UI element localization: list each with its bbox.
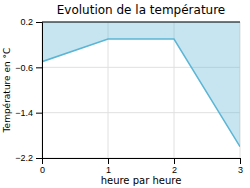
tick-label: 2 [172, 165, 177, 175]
line [42, 39, 240, 147]
tick-mark [174, 158, 175, 164]
tick-label: 0.2 [20, 17, 33, 27]
tick-mark [36, 158, 42, 159]
tick: 0.2 [20, 17, 42, 27]
tick-label: 1 [106, 165, 111, 175]
tick: 1 [106, 158, 111, 175]
tick-label: 0 [40, 165, 45, 175]
plot: 0 1 2 3 0.2 −0.6 −1.4 −2.2 [15, 17, 243, 175]
grid-line [42, 112, 240, 113]
tick-label: 3 [238, 165, 243, 175]
y-label: Température en °C [2, 48, 12, 134]
axis-line [36, 23, 43, 159]
marks [42, 22, 240, 147]
tick-mark [36, 113, 42, 114]
x-label: heure par heure [101, 175, 182, 186]
tick: −1.4 [15, 108, 42, 118]
tick-mark [108, 158, 109, 164]
grid [42, 22, 240, 158]
x-axis: 0 1 2 3 [40, 158, 243, 175]
grid-line [174, 22, 175, 158]
title: Evolution de la température [57, 3, 226, 17]
frame-line [42, 22, 240, 23]
tick-mark [36, 67, 42, 68]
tick: 2 [172, 158, 177, 175]
tick: 3 [238, 158, 243, 175]
axis-line [43, 159, 241, 165]
tick-label: −0.6 [15, 63, 33, 73]
tick-mark [36, 22, 42, 23]
chart: 0 1 2 3 0.2 −0.6 −1.4 −2.2 Evolution de la tempé… [0, 0, 250, 188]
grid-line [108, 22, 109, 158]
tick: −2.2 [15, 153, 42, 163]
tick-label: −1.4 [15, 108, 33, 118]
grid-line [42, 22, 240, 23]
y-axis: 0.2 −0.6 −1.4 −2.2 [15, 17, 42, 163]
tick-mark [240, 158, 241, 164]
area [42, 22, 240, 147]
tick-label: −2.2 [15, 153, 33, 163]
tick: 0 [40, 158, 45, 175]
tick: −0.6 [15, 63, 42, 73]
